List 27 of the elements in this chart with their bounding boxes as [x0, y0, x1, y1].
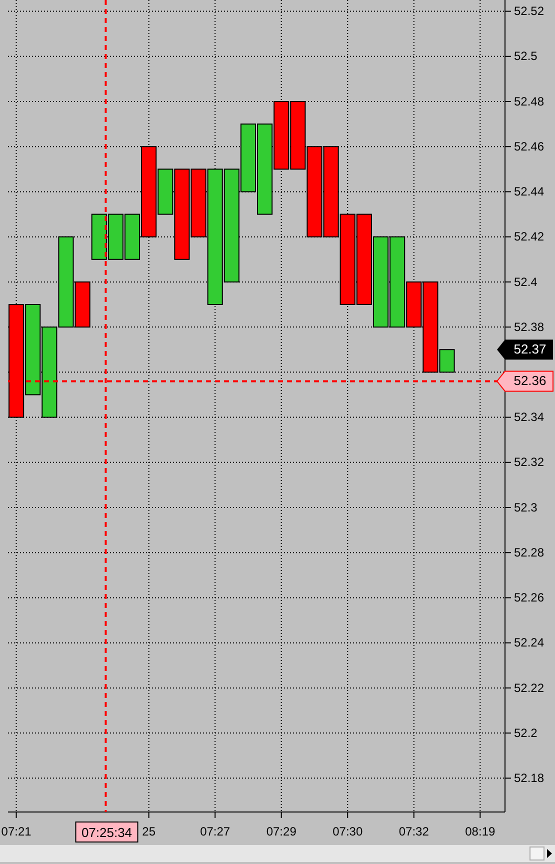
x-tick-label: 08:19	[465, 824, 496, 838]
y-tick-label: 52.18	[514, 771, 544, 786]
y-tick-label: 52.26	[514, 590, 544, 605]
y-tick-label: 52.4	[514, 274, 538, 289]
y-tick-label: 52.28	[514, 545, 544, 560]
x-tick-label: 07:27	[200, 824, 230, 838]
x-tick-label: 07:29	[266, 824, 297, 838]
y-tick-label: 52.34	[514, 410, 544, 424]
ref-line-label: 52.36	[514, 373, 546, 388]
x-tick-label: 07:32	[398, 824, 430, 838]
y-tick-label: 52.32	[514, 455, 544, 470]
y-tick-label: 52.22	[514, 680, 544, 695]
y-tick-label: 52.44	[514, 184, 544, 199]
text: 52.37	[514, 342, 546, 357]
x-tick-label: 07:21	[1, 824, 32, 838]
y-tick-label: 52.38	[514, 320, 544, 334]
x-tick-label: 07:30	[332, 824, 363, 838]
y-tick-label: 52.3	[514, 500, 538, 514]
y-tick-label: 52.52	[514, 4, 544, 18]
x-tick-label: 25	[142, 824, 156, 838]
y-tick-label: 52.2	[514, 726, 538, 740]
y-tick-label: 52.24	[514, 636, 544, 650]
y-tick-label: 52.48	[514, 94, 544, 108]
y-tick-label: 52.42	[514, 230, 544, 244]
y-tick-label: 52.46	[514, 139, 544, 154]
y-tick-label: 52.5	[514, 49, 538, 64]
text: 07:25:34	[81, 825, 132, 840]
